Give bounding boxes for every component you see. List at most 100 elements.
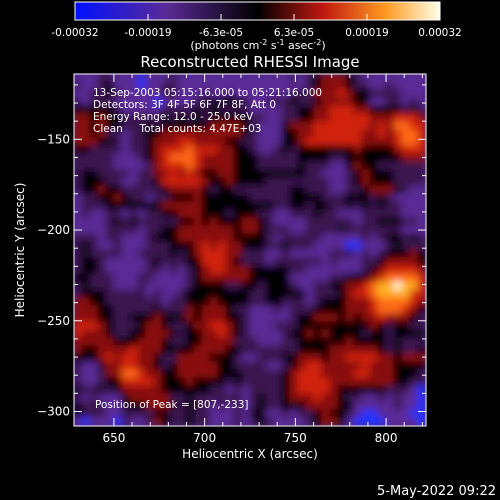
heatmap-cell: [305, 337, 315, 347]
heatmap-cell: [321, 417, 331, 426]
heatmap-cell: [377, 153, 387, 163]
heatmap-cell: [105, 225, 115, 235]
heatmap-cell: [313, 401, 323, 411]
heatmap-cell: [169, 345, 179, 355]
heatmap-cell: [177, 345, 187, 355]
heatmap-cell: [377, 97, 387, 107]
heatmap-cell: [321, 217, 331, 227]
heatmap-cell: [185, 97, 195, 107]
heatmap-cell: [337, 241, 347, 251]
heatmap-cell: [201, 337, 211, 347]
heatmap-cell: [113, 249, 123, 259]
heatmap-cell: [337, 129, 347, 139]
heatmap-cell: [361, 145, 371, 155]
heatmap-cell: [201, 145, 211, 155]
heatmap-cell: [417, 169, 426, 179]
heatmap-cell: [409, 209, 419, 219]
heatmap-cell: [81, 81, 91, 91]
heatmap-cell: [201, 233, 211, 243]
heatmap-cell: [74, 81, 83, 91]
heatmap-cell: [329, 385, 339, 395]
heatmap-cell: [105, 89, 115, 99]
heatmap-cell: [209, 129, 219, 139]
heatmap-cell: [129, 81, 139, 91]
heatmap-cell: [81, 121, 91, 131]
heatmap-cell: [377, 265, 387, 275]
heatmap-cell: [353, 161, 363, 171]
heatmap-cell: [161, 265, 171, 275]
heatmap-cell: [121, 217, 131, 227]
heatmap-cell: [265, 89, 275, 99]
heatmap-cell: [233, 353, 243, 363]
heatmap-cell: [337, 409, 347, 419]
heatmap-cell: [225, 121, 235, 131]
heatmap-cell: [153, 129, 163, 139]
heatmap-cell: [401, 305, 411, 315]
heatmap-cell: [129, 169, 139, 179]
heatmap-cell: [313, 249, 323, 259]
heatmap-cell: [297, 417, 307, 426]
heatmap-cell: [417, 113, 426, 123]
heatmap-cell: [281, 177, 291, 187]
heatmap-cell: [329, 401, 339, 411]
heatmap-cell: [361, 89, 371, 99]
heatmap-cell: [233, 377, 243, 387]
heatmap-cell: [161, 393, 171, 403]
heatmap-cell: [145, 113, 155, 123]
heatmap-cell: [353, 297, 363, 307]
heatmap-cell: [313, 361, 323, 371]
heatmap-cell: [273, 377, 283, 387]
heatmap-cell: [161, 337, 171, 347]
heatmap-cell: [281, 97, 291, 107]
heatmap-cell: [417, 177, 426, 187]
heatmap-cell: [409, 321, 419, 331]
heatmap-cell: [337, 121, 347, 131]
heatmap-cell: [321, 361, 331, 371]
heatmap-cell: [385, 97, 395, 107]
heatmap-cell: [377, 273, 387, 283]
heatmap-cell: [169, 225, 179, 235]
heatmap-cell: [329, 321, 339, 331]
heatmap-cell: [281, 289, 291, 299]
heatmap-cell: [385, 393, 395, 403]
heatmap-cell: [329, 217, 339, 227]
heatmap-cell: [177, 401, 187, 411]
heatmap-cell: [217, 217, 227, 227]
heatmap-cell: [113, 153, 123, 163]
heatmap-cell: [97, 329, 107, 339]
heatmap-cell: [313, 369, 323, 379]
heatmap-cell: [377, 201, 387, 211]
heatmap-cell: [337, 305, 347, 315]
heatmap-cell: [297, 225, 307, 235]
heatmap-cell: [329, 377, 339, 387]
heatmap-cell: [137, 337, 147, 347]
heatmap-cell: [353, 241, 363, 251]
heatmap-cell: [161, 81, 171, 91]
heatmap-cell: [241, 105, 251, 115]
heatmap-cell: [129, 209, 139, 219]
heatmap-cell: [209, 145, 219, 155]
heatmap-cell: [329, 249, 339, 259]
heatmap-cell: [281, 233, 291, 243]
heatmap-cell: [153, 241, 163, 251]
heatmap-cell: [361, 74, 371, 83]
heatmap-cell: [409, 305, 419, 315]
heatmap-cell: [185, 177, 195, 187]
heatmap-cell: [161, 305, 171, 315]
heatmap-cell: [74, 353, 83, 363]
heatmap-cell: [265, 153, 275, 163]
heatmap-cell: [97, 97, 107, 107]
heatmap-cell: [121, 201, 131, 211]
heatmap-cell: [105, 329, 115, 339]
heatmap-cell: [385, 185, 395, 195]
heatmap-cell: [105, 193, 115, 203]
heatmap-cell: [353, 329, 363, 339]
heatmap-cell: [121, 89, 131, 99]
heatmap-cell: [321, 281, 331, 291]
heatmap-cell: [97, 337, 107, 347]
heatmap-cell: [89, 89, 99, 99]
heatmap-cell: [273, 361, 283, 371]
heatmap-cell: [305, 321, 315, 331]
heatmap-cell: [305, 361, 315, 371]
heatmap-cell: [89, 185, 99, 195]
